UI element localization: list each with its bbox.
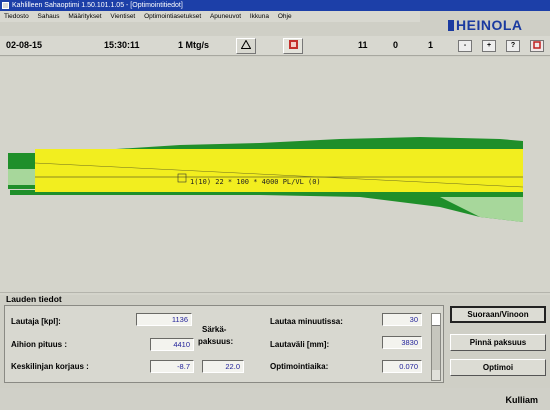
- straight-skewed-button[interactable]: Suoraan/Vinoon: [450, 306, 546, 323]
- log-visualization: 1(10) 22 * 100 * 4000 PL/VL (0): [0, 57, 550, 295]
- separator: [0, 292, 550, 293]
- menu-item-file[interactable]: Tiedosto: [4, 13, 29, 20]
- counter-c: 1: [428, 40, 434, 50]
- menu-item-exports[interactable]: Vientiset: [110, 13, 136, 20]
- toolbar: 02-08-15 15:30:11 1 Mtg/s 11 0 1 - + ?: [0, 36, 550, 56]
- counter-b: 0: [393, 40, 399, 50]
- wane-thickness-label-1: Särkä-: [202, 325, 227, 334]
- stop-button[interactable]: [530, 40, 544, 52]
- board-count-field[interactable]: 1136: [136, 313, 192, 326]
- brand-mark-icon: [448, 20, 454, 31]
- book-icon: [288, 40, 298, 49]
- menu-item-tools[interactable]: Apuneuvot: [209, 13, 242, 20]
- menu-item-optimization[interactable]: Optimointiasetukset: [144, 13, 202, 20]
- system-menu-icon[interactable]: [2, 2, 9, 9]
- board-marker: [177, 173, 187, 183]
- centerline-correction-label: Keskilinjan korjaus :: [11, 362, 89, 371]
- log-left-wane: [8, 169, 38, 185]
- boards-per-minute-field[interactable]: 30: [382, 313, 422, 326]
- blank-length-label: Aihion pituus :: [11, 340, 67, 349]
- log-lower-outline: [10, 190, 523, 222]
- board-gap-label: Lautaväli [mm]:: [270, 340, 330, 349]
- boards-per-minute-label: Lautaa minuutissa:: [270, 317, 343, 326]
- triangle-warning-icon: [240, 39, 252, 49]
- optimization-time-label: Optimointiaika:: [270, 362, 329, 371]
- log-upper-outline: [10, 137, 523, 150]
- help-button[interactable]: ?: [506, 40, 520, 52]
- time-display: 15:30:11: [104, 40, 140, 50]
- optimize-button[interactable]: Optimoi: [450, 359, 546, 376]
- warning-button[interactable]: [236, 38, 256, 54]
- panel-scrollbar[interactable]: [431, 313, 441, 381]
- board-skew-line: [34, 162, 524, 188]
- wane-thickness-field[interactable]: 22.0: [202, 360, 244, 373]
- menu-bar: Tiedosto Sahaus Määritykset Vientiset Op…: [0, 11, 420, 22]
- log-right-wane: [440, 197, 523, 222]
- feed-rate-display: 1 Mtg/s: [178, 40, 210, 50]
- blank-length-field[interactable]: 4410: [150, 338, 194, 351]
- next-button[interactable]: +: [482, 40, 496, 52]
- counter-a: 11: [358, 40, 368, 50]
- date-display: 02-08-15: [6, 40, 43, 50]
- board-body: [35, 149, 523, 192]
- window-title: Kahlilleen Sahaoptimi 1.50.101.1.05 - [O…: [12, 2, 183, 9]
- brand-logo-text: HEINOLA: [456, 17, 523, 33]
- book-button[interactable]: [283, 38, 303, 54]
- scrollbar-down-arrow[interactable]: [432, 370, 440, 380]
- brand-logo: HEINOLA: [448, 17, 538, 33]
- log-diagram: 1(10) 22 * 100 * 4000 PL/VL (0): [8, 137, 524, 222]
- board-label: 1(10) 22 * 100 * 4000 PL/VL (0): [190, 178, 321, 186]
- scrollbar-thumb[interactable]: [432, 314, 440, 326]
- stop-icon: [533, 41, 541, 49]
- board-gap-field[interactable]: 3830: [382, 336, 422, 349]
- wane-thickness-label-2: paksuus:: [198, 337, 234, 346]
- menu-item-sawing[interactable]: Sahaus: [37, 13, 60, 20]
- centerline-correction-field[interactable]: -8.7: [150, 360, 194, 373]
- menu-item-settings[interactable]: Määritykset: [68, 13, 102, 20]
- title-bar: Kahlilleen Sahaoptimi 1.50.101.1.05 - [O…: [0, 0, 550, 11]
- menu-item-help[interactable]: Ohje: [277, 13, 292, 20]
- prev-button[interactable]: -: [458, 40, 472, 52]
- optimization-time-field[interactable]: 0.070: [382, 360, 422, 373]
- panel-title: Lauden tiedot: [6, 294, 62, 304]
- footer-bar: Kulliam: [0, 388, 550, 410]
- board-count-label: Lautaja [kpl]:: [11, 317, 61, 326]
- footer-label: Kulliam: [505, 395, 538, 405]
- rotate-thickness-button[interactable]: Pinnä paksuus: [450, 334, 546, 351]
- menu-item-window[interactable]: Ikkuna: [249, 13, 270, 20]
